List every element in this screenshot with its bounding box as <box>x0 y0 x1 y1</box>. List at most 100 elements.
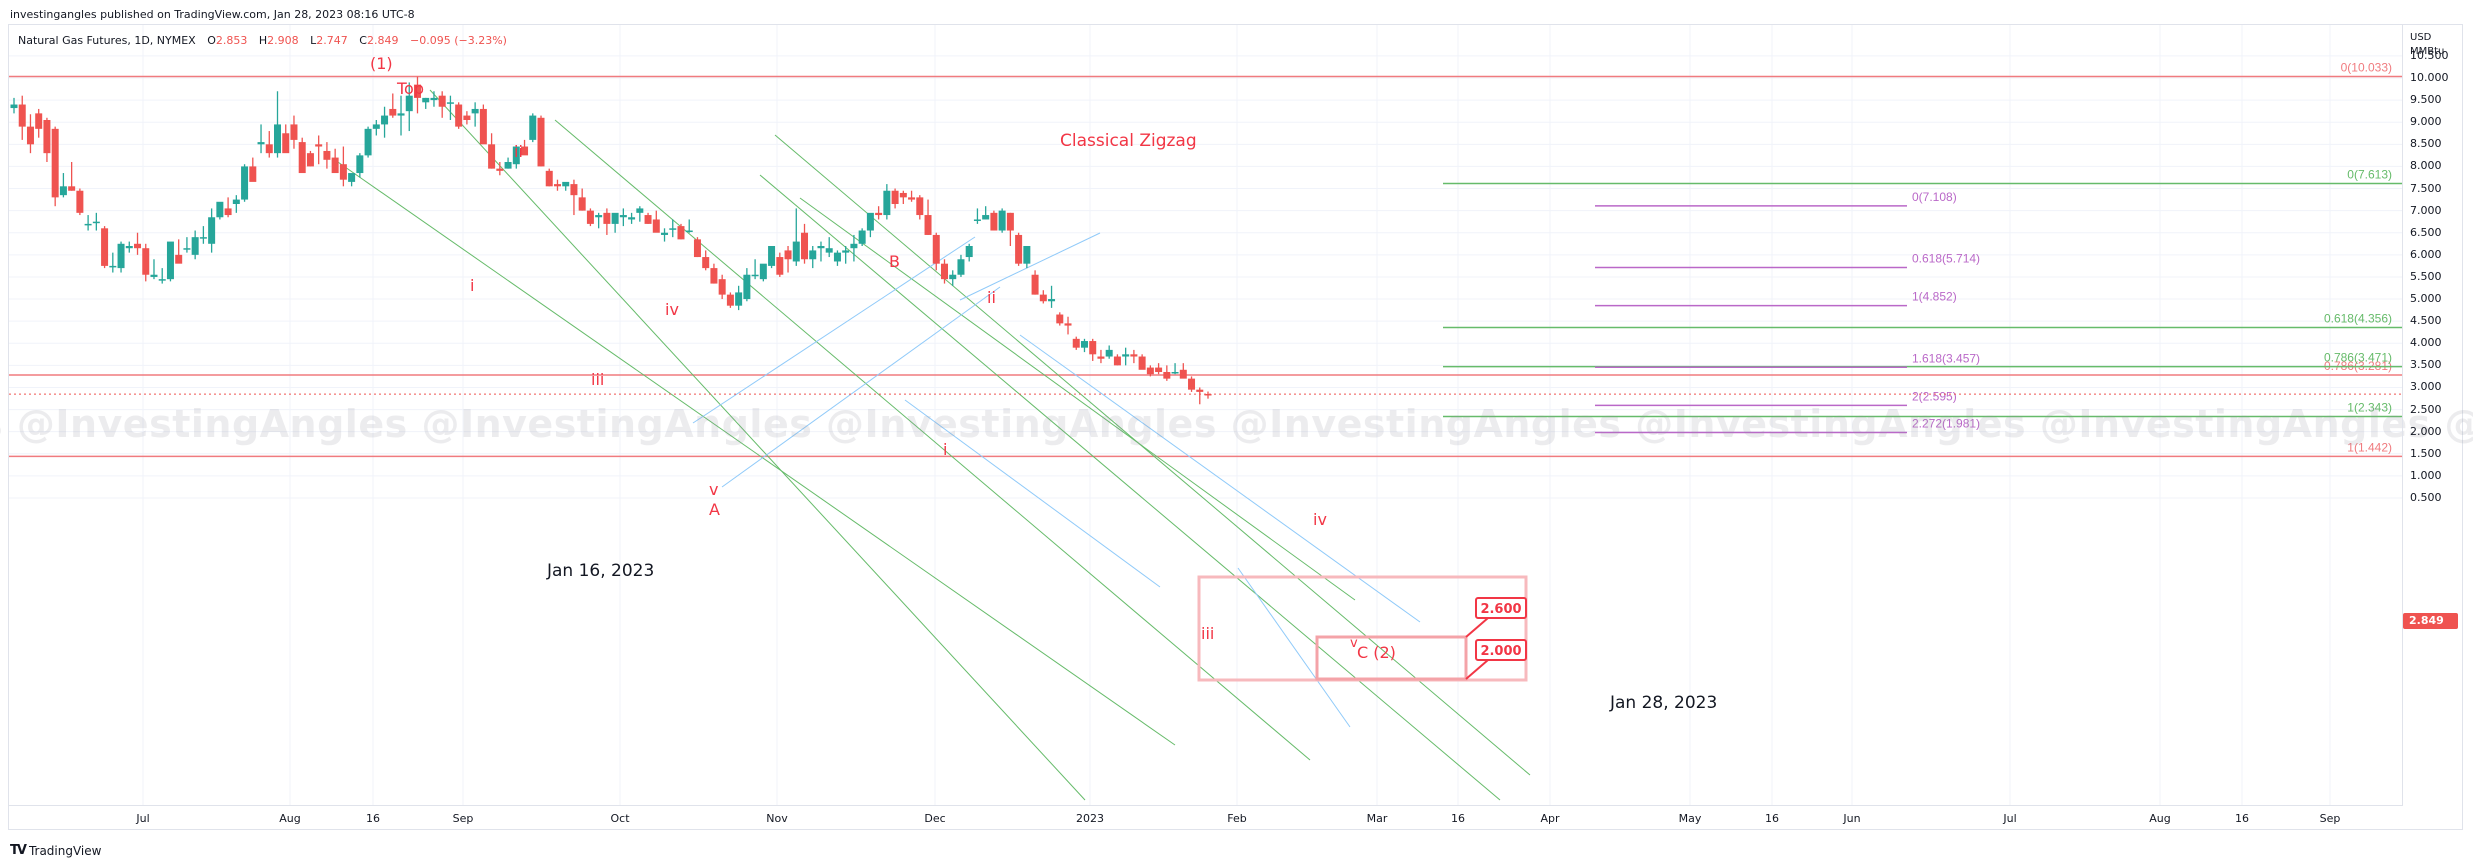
wave-label: (1) <box>370 54 393 73</box>
candle-body <box>438 95 446 107</box>
wave-label: Top <box>397 79 424 98</box>
candle-body <box>644 215 652 224</box>
channel-line-blue <box>904 399 1161 588</box>
candle-body <box>430 97 438 101</box>
candle-body <box>175 254 183 264</box>
candle-body <box>916 197 924 216</box>
candle-body <box>1031 274 1039 295</box>
candle-body <box>1105 349 1113 357</box>
candle-body <box>26 126 34 145</box>
wave-label: iv <box>665 300 679 319</box>
symbol-legend: Natural Gas Futures, 1D, NYMEX O2.853 H2… <box>18 34 507 47</box>
candle-body <box>43 119 51 154</box>
candle-body <box>1039 294 1047 302</box>
candle-body <box>743 274 751 300</box>
price-tick: 8.000 <box>2410 159 2442 173</box>
time-tick: 2023 <box>1076 812 1104 825</box>
symbol-title[interactable]: Natural Gas Futures, 1D, NYMEX <box>18 34 196 47</box>
candle-body <box>381 115 389 125</box>
price-tick: 5.500 <box>2410 269 2442 283</box>
candle-body <box>669 228 677 230</box>
change-value: −0.095 (−3.23%) <box>409 34 507 47</box>
candle-body <box>735 292 743 306</box>
channel-line-blue <box>959 232 1101 301</box>
candle-body <box>331 157 339 174</box>
candle-body <box>973 219 981 221</box>
candle-body <box>891 190 899 204</box>
wave-label: iii <box>1201 624 1215 643</box>
candle-body <box>1163 371 1171 379</box>
candle-body <box>570 184 578 196</box>
price-tick: 6.500 <box>2410 225 2442 239</box>
time-tick: Aug <box>279 812 301 825</box>
candle-body <box>323 150 331 160</box>
candle-body <box>290 124 298 140</box>
candle-body <box>315 144 323 147</box>
candle-body <box>191 237 199 255</box>
candle-body <box>496 168 504 171</box>
candle-body <box>504 161 512 169</box>
time-tick: Apr <box>1540 812 1560 825</box>
candle-body <box>446 102 454 104</box>
candle-body <box>768 245 776 266</box>
time-tick: Jun <box>1843 812 1861 825</box>
price-callout[interactable]: 2.600 <box>1475 597 1527 619</box>
candle-body <box>562 181 570 187</box>
fib-level-label: 0.618(5.714) <box>1912 251 1980 265</box>
price-tick: 6.000 <box>2410 247 2442 261</box>
candle-body <box>1097 356 1105 359</box>
time-axis[interactable] <box>8 805 2402 830</box>
candle-body <box>784 250 792 260</box>
wave-label: iii <box>591 370 605 389</box>
price-tick: 1.000 <box>2410 468 2442 482</box>
candle-body <box>117 243 125 269</box>
price-tick: 2.500 <box>2410 402 2442 416</box>
candle-body <box>908 197 916 200</box>
candle-body <box>1196 389 1204 392</box>
candle-body <box>471 108 479 114</box>
tradingview-brand-text: TradingView <box>28 843 102 858</box>
fib-level-label: 1(1.442) <box>2347 440 2392 454</box>
callout-pointer <box>1465 617 1489 638</box>
candle-body <box>257 142 265 145</box>
chart-frame <box>8 24 2463 830</box>
candle-body <box>677 226 685 240</box>
candle-body <box>1179 369 1187 379</box>
candle-body <box>553 184 561 187</box>
candle-body <box>364 128 372 156</box>
open-label: O <box>207 34 216 47</box>
candle-body <box>1064 323 1072 326</box>
wave-label: v <box>1350 636 1358 651</box>
tradingview-logo[interactable]: TV TradingView <box>10 843 101 858</box>
price-callout[interactable]: 2.000 <box>1475 639 1527 661</box>
candle-body <box>413 84 421 98</box>
fib-level-label: 2.272(1.981) <box>1912 417 1980 431</box>
date-note-left: Jan 16, 2023 <box>547 561 655 581</box>
candle-body <box>463 115 471 120</box>
candle-body <box>158 279 166 281</box>
candle-body <box>636 208 644 213</box>
candle-body <box>850 243 858 249</box>
candle-body <box>759 263 767 280</box>
candle-body <box>1072 338 1080 348</box>
watermark-text: s @InvestingAngles @InvestingAngles @Inv… <box>0 402 2473 446</box>
channel-line-blue <box>1237 567 1351 728</box>
candle-body <box>1122 354 1130 357</box>
candle-body <box>718 279 726 295</box>
channel-line-blue <box>1019 334 1421 623</box>
candle-body <box>274 124 282 154</box>
candle-body <box>842 250 850 253</box>
measure-unit: MMBtu <box>2410 46 2445 57</box>
candle-body <box>249 166 257 182</box>
price-tick: 4.000 <box>2410 336 2442 350</box>
price-axis[interactable] <box>2402 24 2463 806</box>
candle-body <box>125 245 133 249</box>
candle-body <box>693 239 701 258</box>
wave-label: i <box>943 440 948 459</box>
candle-body <box>652 219 660 233</box>
candle-body <box>685 230 693 233</box>
candle-body <box>306 153 314 167</box>
price-tick: 9.500 <box>2410 93 2442 107</box>
time-tick: Mar <box>1366 812 1388 825</box>
